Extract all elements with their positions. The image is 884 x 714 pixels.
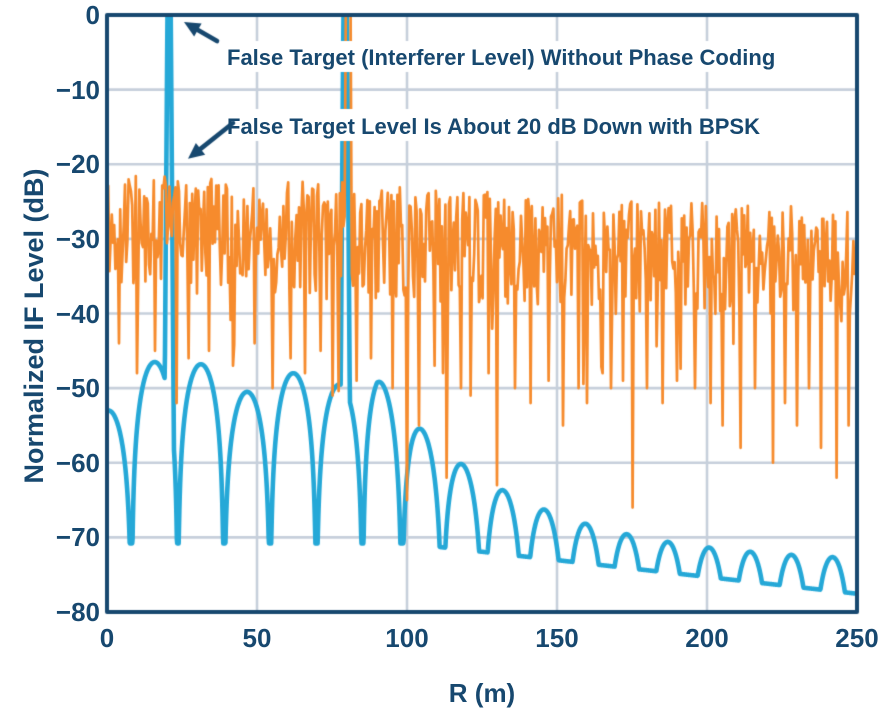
x-tick-label: 150 [535, 623, 579, 653]
y-tick-label: −80 [55, 597, 100, 627]
x-tick-label: 250 [835, 623, 879, 653]
x-axis-title: R (m) [448, 678, 516, 708]
y-tick-label: −40 [55, 298, 100, 329]
x-tick-label: 200 [685, 623, 729, 653]
annotation-false-target-bpsk: False Target Level Is About 20 dB Down w… [227, 114, 760, 139]
y-tick-label: 0 [85, 0, 100, 30]
x-tick-label: 50 [242, 623, 272, 653]
y-tick-label: −60 [55, 447, 100, 478]
annotation-false-target-without-coding: False Target (Interferer Level) Without … [227, 45, 776, 70]
y-tick-label: −30 [55, 223, 100, 254]
y-tick-label: −50 [55, 373, 100, 404]
y-tick-label: −70 [55, 522, 100, 553]
y-tick-label: −10 [55, 74, 100, 105]
y-tick-label: −20 [55, 149, 100, 180]
x-tick-label: 0 [99, 623, 115, 653]
x-tick-label: 100 [385, 623, 429, 653]
